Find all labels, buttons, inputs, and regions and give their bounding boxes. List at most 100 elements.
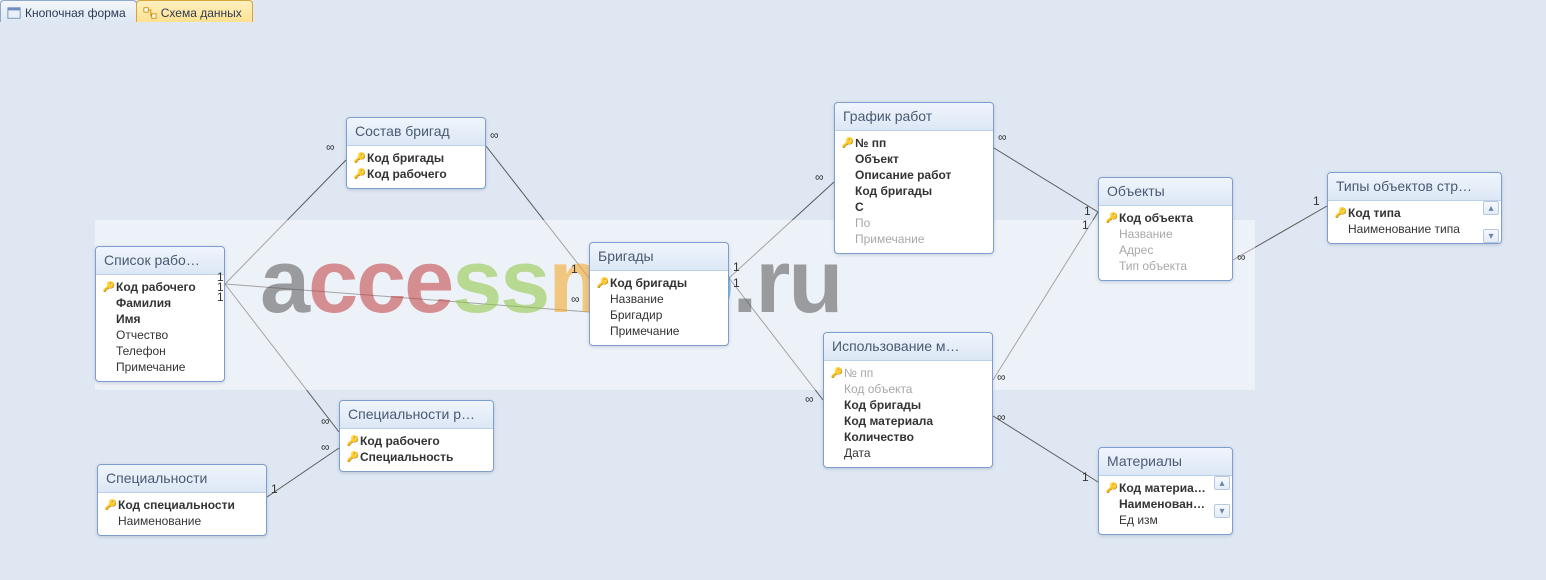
field-row[interactable]: Отчество (96, 327, 224, 343)
field-row[interactable]: По (835, 215, 993, 231)
table-specialties[interactable]: Специальности🔑Код специальностиНаименова… (97, 464, 267, 536)
field-name: Наименование типа (1348, 222, 1475, 236)
key-icon: 🔑 (353, 153, 367, 164)
scroll-down-icon[interactable]: ▾ (1214, 504, 1230, 518)
table-materials[interactable]: Материалы🔑Код материалаНаименованиеЕд из… (1098, 447, 1233, 535)
field-row[interactable]: Примечание (590, 323, 728, 339)
field-row[interactable]: 🔑Код бригады (347, 150, 485, 166)
tab-button-form[interactable]: Кнопочная форма (0, 0, 137, 22)
cardinality-label: ∞ (490, 128, 499, 142)
field-list: 🔑Код объектаНазваниеАдресТип объекта (1099, 206, 1232, 280)
table-object_types[interactable]: Типы объектов стр… 🔑Код типаНаименование … (1327, 172, 1502, 244)
scroll-up-icon[interactable]: ▴ (1214, 476, 1230, 490)
field-name: Имя (116, 312, 216, 326)
key-icon: 🔑 (841, 138, 855, 149)
field-row[interactable]: 🔑Код рабочего (340, 433, 493, 449)
field-row[interactable]: Название (1099, 226, 1232, 242)
field-row[interactable]: Количество (824, 429, 992, 445)
field-row[interactable]: 🔑Код типа (1328, 205, 1483, 221)
field-row[interactable]: 🔑Код объекта (1099, 210, 1232, 226)
field-row[interactable]: Примечание (96, 359, 224, 375)
field-row[interactable]: Адрес (1099, 242, 1232, 258)
table-title[interactable]: Специальности (98, 465, 266, 493)
table-title[interactable]: Состав бригад (347, 118, 485, 146)
field-row[interactable]: С (835, 199, 993, 215)
table-title[interactable]: Список рабо… (96, 247, 224, 275)
field-row[interactable]: Наименование (1099, 496, 1214, 512)
cardinality-label: 1 (1082, 470, 1089, 484)
field-row[interactable]: Тип объекта (1099, 258, 1232, 274)
key-icon: 🔑 (1105, 483, 1119, 494)
field-row[interactable]: Фамилия (96, 295, 224, 311)
field-row[interactable]: 🔑Код бригады (590, 275, 728, 291)
field-row[interactable]: 🔑Код специальности (98, 497, 266, 513)
key-icon: 🔑 (1334, 208, 1348, 219)
tab-label: Кнопочная форма (25, 6, 126, 20)
field-name: Примечание (610, 324, 720, 338)
table-title[interactable]: Специальности р… (340, 401, 493, 429)
field-row[interactable]: Код объекта (824, 381, 992, 397)
table-objects[interactable]: Объекты🔑Код объектаНазваниеАдресТип объе… (1098, 177, 1233, 281)
scrollbar[interactable]: ▴▾ (1483, 201, 1499, 243)
field-row[interactable]: Телефон (96, 343, 224, 359)
scroll-down-icon[interactable]: ▾ (1483, 229, 1499, 243)
field-name: Код специальности (118, 498, 258, 512)
table-title[interactable]: Типы объектов стр… (1328, 173, 1501, 201)
field-row[interactable]: Ед изм (1099, 512, 1214, 528)
field-row[interactable]: Объект (835, 151, 993, 167)
field-row[interactable]: 🔑№ пп (824, 365, 992, 381)
field-row[interactable]: Наименование (98, 513, 266, 529)
tab-schema[interactable]: Схема данных (136, 0, 253, 22)
scrollbar[interactable]: ▴▾ (1214, 476, 1230, 518)
field-row[interactable]: Код бригады (835, 183, 993, 199)
field-name: Ед изм (1119, 513, 1206, 527)
field-name: Код бригады (367, 151, 477, 165)
field-list: 🔑Код материалаНаименованиеЕд изм (1099, 476, 1232, 534)
scroll-up-icon[interactable]: ▴ (1483, 201, 1499, 215)
table-schedule[interactable]: График работ 🔑№ ппОбъектОписание работКод… (834, 102, 994, 254)
table-worker_spec[interactable]: Специальности р… 🔑Код рабочего🔑Специально… (339, 400, 494, 472)
table-material_use[interactable]: Использование м… 🔑№ ппКод объектаКод бриг… (823, 332, 993, 468)
key-icon: 🔑 (830, 368, 844, 379)
field-row[interactable]: Код бригады (824, 397, 992, 413)
relationships-icon (143, 6, 157, 20)
table-brigades[interactable]: Бригады 🔑Код бригадыНазваниеБригадир Приме… (589, 242, 729, 346)
cardinality-label: ∞ (815, 170, 824, 184)
field-row[interactable]: Дата (824, 445, 992, 461)
table-title[interactable]: График работ (835, 103, 993, 131)
cardinality-label: 1 (1082, 218, 1089, 232)
field-row[interactable]: 🔑Код рабочего (96, 279, 224, 295)
cardinality-label: ∞ (997, 370, 1006, 384)
key-icon: 🔑 (353, 169, 367, 180)
cardinality-label: ∞ (997, 410, 1006, 424)
table-brigade_members[interactable]: Состав бригад 🔑Код бригады🔑Код рабочего (346, 117, 486, 189)
key-icon: 🔑 (346, 452, 360, 463)
field-name: Код материала (1119, 481, 1206, 495)
table-title[interactable]: Бригады (590, 243, 728, 271)
cardinality-label: ∞ (998, 130, 1007, 144)
field-row[interactable]: Имя (96, 311, 224, 327)
cardinality-label: ∞ (326, 140, 335, 154)
field-row[interactable]: Бригадир (590, 307, 728, 323)
field-row[interactable]: 🔑Специальность (340, 449, 493, 465)
field-list: 🔑Код специальностиНаименование (98, 493, 266, 535)
field-row[interactable]: 🔑№ пп (835, 135, 993, 151)
cardinality-label: 1 (1313, 194, 1320, 208)
field-row[interactable]: Наименование типа (1328, 221, 1483, 237)
field-row[interactable]: Описание работ (835, 167, 993, 183)
field-name: Бригадир (610, 308, 720, 322)
table-title[interactable]: Использование м… (824, 333, 992, 361)
table-workers[interactable]: Список рабо… 🔑Код рабочегоФамилияИмяОтчес… (95, 246, 225, 382)
cardinality-label: ∞ (571, 292, 580, 306)
watermark-text: accessmdb.ru (260, 237, 841, 327)
table-title[interactable]: Объекты (1099, 178, 1232, 206)
table-title[interactable]: Материалы (1099, 448, 1232, 476)
field-row[interactable]: 🔑Код рабочего (347, 166, 485, 182)
field-row[interactable]: Название (590, 291, 728, 307)
field-row[interactable]: 🔑Код материала (1099, 480, 1214, 496)
field-row[interactable]: Код материала (824, 413, 992, 429)
field-name: С (855, 200, 985, 214)
relationships-canvas[interactable]: accessmdb.ru Список рабо…🔑Код рабочегоФа… (0, 22, 1546, 580)
field-name: Объект (855, 152, 985, 166)
field-row[interactable]: Примечание (835, 231, 993, 247)
